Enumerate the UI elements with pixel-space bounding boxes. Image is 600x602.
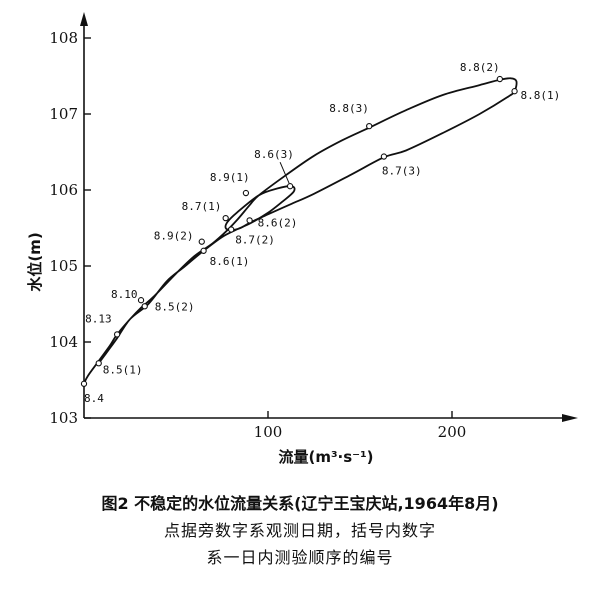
observation-point xyxy=(511,88,518,95)
observation-point xyxy=(286,183,294,190)
chart-axes: 103 104 105 106 107 108 100 200 xyxy=(49,12,578,441)
caption-title: 图2 不稳定的水位流量关系(辽宁王宝庆站,1964年8月) xyxy=(101,494,499,513)
observation-point xyxy=(137,297,145,304)
point-label: 8.8(2) xyxy=(460,61,500,74)
point-label: 8.4 xyxy=(84,392,104,405)
observation-point xyxy=(200,247,207,254)
y-tick-label: 108 xyxy=(49,29,78,47)
point-label: 8.6(3) xyxy=(254,148,294,161)
observation-point xyxy=(366,123,373,130)
y-tick-label: 104 xyxy=(49,333,78,351)
point-label: 8.7(1) xyxy=(182,200,222,213)
x-axis-title: 流量(m³·s⁻¹) xyxy=(278,448,373,466)
point-label: 8.6(1) xyxy=(210,255,250,268)
x-axis-arrow xyxy=(562,414,578,422)
caption-note-line-2: 系一日内测验顺序的编号 xyxy=(206,548,394,567)
figure-caption: 图2 不稳定的水位流量关系(辽宁王宝庆站,1964年8月) 点据旁数字系观测日期… xyxy=(0,490,600,571)
point-label: 8.7(3) xyxy=(382,165,422,178)
y-axis-arrow xyxy=(80,12,88,26)
observation-point xyxy=(141,303,148,310)
point-label: 8.13 xyxy=(85,312,112,325)
hysteresis-curve xyxy=(83,77,518,385)
observation-point xyxy=(222,214,229,222)
observation-point xyxy=(95,360,102,367)
observation-point xyxy=(113,331,121,338)
point-label: 8.10 xyxy=(111,288,138,301)
y-tick-label: 107 xyxy=(49,105,78,123)
observation-point xyxy=(80,380,88,387)
point-label: 8.9(1) xyxy=(210,171,250,184)
observation-point xyxy=(198,238,205,245)
label-leader-lines xyxy=(279,162,290,184)
y-tick-label: 105 xyxy=(49,257,78,275)
caption-note-line-1: 点据旁数字系观测日期，括号内数字 xyxy=(163,521,436,540)
x-tick-label: 100 xyxy=(254,423,283,441)
observation-points: 8.4 8.5(1) 8.13 8.5(2) 8.10 8.6(1) 8.9(2) 8.7(2… xyxy=(80,61,561,405)
point-label: 8.5(1) xyxy=(103,363,143,376)
x-tick-label: 200 xyxy=(438,423,467,441)
point-label: 8.9(2) xyxy=(154,230,194,243)
point-label: 8.8(1) xyxy=(521,89,561,102)
observation-point xyxy=(496,75,503,83)
observation-point xyxy=(380,153,388,160)
y-axis-title: 水位(m) xyxy=(26,232,44,291)
observation-point xyxy=(246,217,253,224)
y-tick-label: 106 xyxy=(49,181,78,199)
point-label: 8.7(2) xyxy=(235,234,275,247)
point-label: 8.5(2) xyxy=(155,300,195,313)
point-label: 8.6(2) xyxy=(258,216,298,229)
y-tick-label: 103 xyxy=(49,409,78,427)
point-label: 8.8(3) xyxy=(329,102,369,115)
curve-line xyxy=(83,77,518,385)
label-leader-line xyxy=(279,162,290,184)
observation-point xyxy=(228,226,235,233)
observation-point xyxy=(242,189,250,197)
